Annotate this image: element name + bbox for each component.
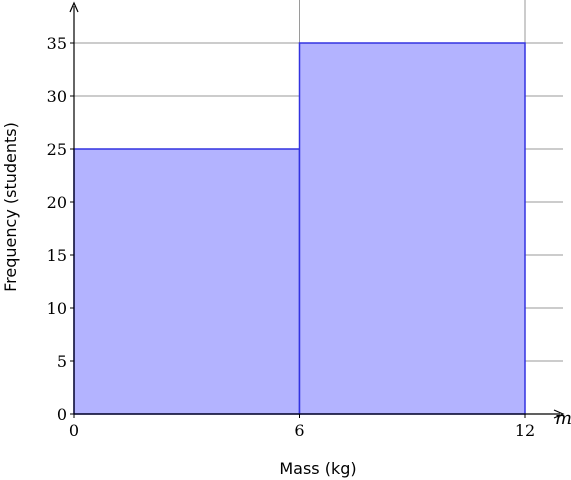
y-tick-label-5: 5 <box>57 352 67 371</box>
bars-group <box>73 42 526 415</box>
y-tick-label-10: 10 <box>47 299 67 318</box>
x-axis-arrow <box>553 409 565 419</box>
axes-group <box>69 1 565 419</box>
y-tick-label-30: 30 <box>47 87 67 106</box>
y-tick-label-35: 35 <box>47 34 67 53</box>
y-tick-label-25: 25 <box>47 140 67 159</box>
x-tick-label-6: 6 <box>294 421 304 440</box>
y-tick-label-20: 20 <box>47 193 67 212</box>
y-axis-title: Frequency (students) <box>1 122 20 292</box>
bar-1 <box>73 148 301 415</box>
bar-2 <box>298 42 526 415</box>
y-tick-label-15: 15 <box>47 246 67 265</box>
tick-labels-group: 0 5 10 15 20 25 30 35 0 6 12 <box>47 34 536 440</box>
x-axis-title: Mass (kg) <box>279 459 356 478</box>
x-tick-label-0: 0 <box>69 421 79 440</box>
x-axis-variable: m <box>555 408 571 429</box>
y-tick-label-0: 0 <box>57 405 67 424</box>
y-axis-arrow <box>69 1 79 13</box>
x-tick-label-12: 12 <box>515 421 535 440</box>
